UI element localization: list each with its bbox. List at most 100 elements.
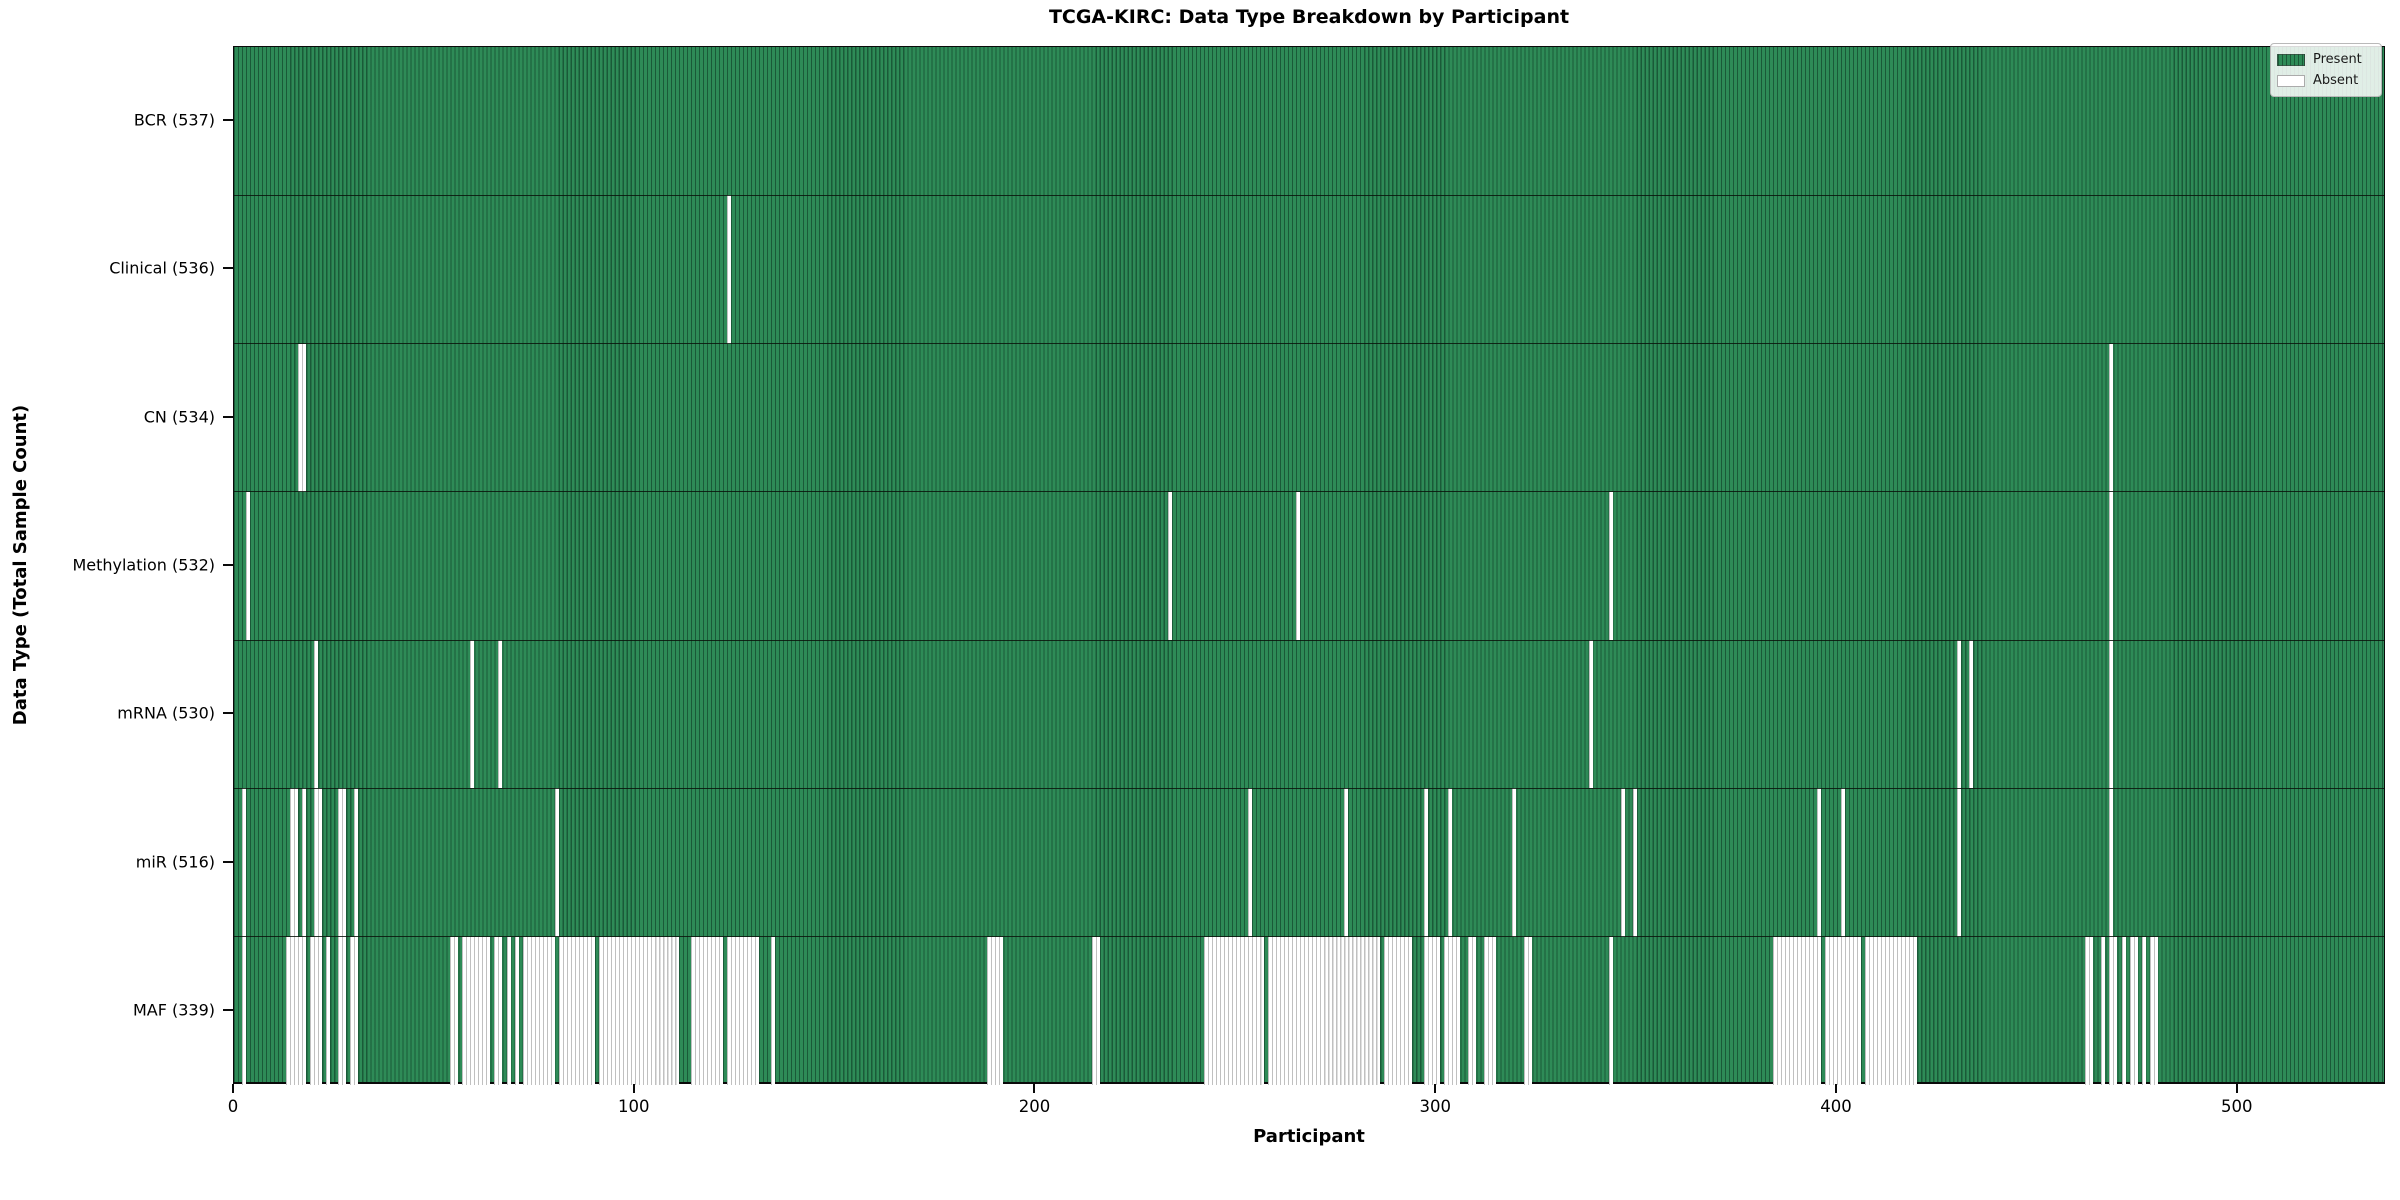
legend-entry-absent: Absent: [2277, 70, 2374, 91]
x-axis-label: Participant: [1253, 1126, 1365, 1147]
present-bars-background: [234, 47, 2384, 1082]
x-tick-label: 300: [1419, 1097, 1451, 1116]
x-tick-label: 500: [2220, 1097, 2253, 1116]
y-tick-label-mRNA: mRNA (530): [117, 703, 215, 723]
absent-stripe-mRNA: [1588, 640, 1593, 789]
y-tick-label-MAF: MAF (339): [132, 1000, 215, 1020]
absent-stripe-MAF: [310, 936, 323, 1085]
absent-stripe-CN: [2109, 343, 2114, 492]
absent-stripe-MAF: [1468, 936, 1477, 1085]
absent-stripe-miR: [554, 788, 559, 937]
absent-stripe-MAF: [987, 936, 1004, 1085]
absent-stripe-MAF: [1384, 936, 1413, 1085]
absent-stripe-MAF: [598, 936, 679, 1085]
y-tick-mark: [223, 712, 233, 715]
absent-stripe-MAF: [1091, 936, 1100, 1085]
y-tick-mark: [223, 119, 233, 122]
absent-stripe-Clinical: [726, 195, 731, 344]
absent-stripe-miR: [314, 788, 323, 937]
absent-stripe-MAF: [770, 936, 775, 1085]
absent-stripe-MAF: [726, 936, 759, 1085]
absent-stripe-CN: [298, 343, 307, 492]
y-tick-label-Methylation: Methylation (532): [72, 555, 215, 575]
legend: Present Absent: [2270, 43, 2382, 97]
y-tick-label-miR: miR (516): [135, 852, 215, 872]
absent-stripe-mRNA: [1969, 640, 1974, 789]
y-tick-label-CN: CN (534): [143, 407, 215, 427]
absent-stripe-miR: [1632, 788, 1637, 937]
x-tick-mark: [632, 1084, 635, 1093]
absent-stripe-MAF: [2121, 936, 2126, 1085]
x-tick-mark: [1434, 1084, 1437, 1093]
plot-area: [233, 46, 2385, 1085]
absent-stripe-MAF: [2141, 936, 2146, 1085]
x-tick-label: 0: [227, 1097, 239, 1116]
row-divider: [234, 491, 2384, 493]
absent-stripe-miR: [2109, 788, 2114, 937]
absent-stripe-MAF: [2101, 936, 2106, 1085]
absent-stripe-MAF: [1824, 936, 1862, 1085]
absent-stripe-MAF: [514, 936, 519, 1085]
x-tick-label: 100: [617, 1097, 650, 1116]
absent-stripe-MAF: [1203, 936, 1264, 1085]
absent-stripe-MAF: [286, 936, 307, 1085]
x-tick-mark: [1033, 1084, 1036, 1093]
row-divider: [234, 194, 2384, 196]
absent-stripe-miR: [1840, 788, 1845, 937]
y-tick-mark: [223, 1008, 233, 1011]
absent-stripe-MAF: [506, 936, 511, 1085]
absent-stripe-miR: [354, 788, 359, 937]
absent-stripe-MAF: [690, 936, 723, 1085]
absent-stripe-MAF: [2129, 936, 2138, 1085]
absent-stripe-miR: [1448, 788, 1453, 937]
absent-stripe-MAF: [350, 936, 359, 1085]
absent-stripe-mRNA: [470, 640, 475, 789]
absent-stripe-Methylation: [1295, 491, 1300, 641]
absent-stripe-mRNA: [1957, 640, 1962, 789]
absent-stripe-miR: [1344, 788, 1349, 937]
absent-stripe-MAF: [1267, 936, 1381, 1085]
legend-label-present: Present: [2313, 52, 2362, 67]
legend-entry-present: Present: [2277, 49, 2374, 70]
x-tick-label: 200: [1018, 1097, 1051, 1116]
x-tick-mark: [2235, 1084, 2238, 1093]
absent-stripe-miR: [242, 788, 246, 937]
x-tick-mark: [1834, 1084, 1837, 1093]
row-divider: [234, 787, 2384, 790]
absent-stripe-MAF: [1424, 936, 1441, 1085]
absent-stripe-miR: [1957, 788, 1962, 937]
absent-stripe-MAF: [558, 936, 595, 1085]
absent-swatch-icon: [2277, 74, 2305, 87]
chart-title: TCGA-KIRC: Data Type Breakdown by Partic…: [1048, 6, 1570, 28]
present-swatch-icon: [2277, 53, 2305, 66]
absent-stripe-mRNA: [2109, 640, 2114, 789]
y-tick-mark: [223, 860, 233, 863]
absent-stripe-MAF: [1444, 936, 1461, 1085]
absent-stripe-MAF: [338, 936, 347, 1085]
absent-stripe-MAF: [1608, 936, 1613, 1085]
y-tick-label-Clinical: Clinical (536): [109, 258, 215, 278]
y-tick-mark: [223, 267, 233, 270]
absent-stripe-MAF: [1484, 936, 1497, 1085]
absent-stripe-MAF: [494, 936, 503, 1085]
y-tick-label-BCR: BCR (537): [133, 110, 215, 130]
absent-stripe-miR: [1816, 788, 1821, 937]
absent-stripe-MAF: [1772, 936, 1821, 1085]
absent-stripe-MAF: [326, 936, 331, 1085]
row-divider: [234, 342, 2384, 345]
x-tick-mark: [232, 1084, 234, 1093]
y-tick-mark: [223, 564, 233, 566]
absent-stripe-MAF: [1524, 936, 1533, 1085]
absent-stripe-miR: [302, 788, 307, 937]
absent-stripe-mRNA: [498, 640, 503, 789]
absent-stripe-MAF: [462, 936, 491, 1085]
absent-stripe-miR: [1247, 788, 1252, 937]
absent-stripe-MAF: [522, 936, 555, 1085]
absent-stripe-Methylation: [2109, 491, 2114, 641]
y-tick-mark: [223, 415, 233, 418]
absent-stripe-miR: [1512, 788, 1517, 937]
absent-stripe-Methylation: [1608, 491, 1613, 641]
absent-stripe-miR: [1620, 788, 1625, 937]
absent-stripe-MAF: [1865, 936, 1918, 1085]
